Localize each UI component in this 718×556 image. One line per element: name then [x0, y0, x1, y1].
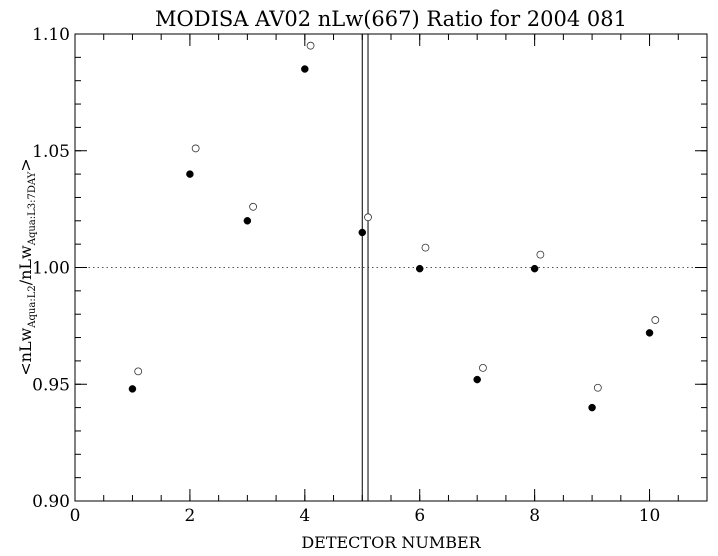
filled-point-8 [530, 264, 539, 273]
x-tick-label: 8 [529, 506, 540, 526]
x-axis-label: DETECTOR NUMBER [301, 533, 481, 552]
y-axis-label-prefix: <nLw [16, 327, 35, 375]
y-tick-label: 1.10 [32, 25, 70, 45]
filled-point-3 [243, 217, 252, 225]
filled-point-7 [473, 375, 481, 384]
open-point-2 [191, 144, 200, 153]
filled-point-2 [186, 170, 194, 178]
x-tick-label: 6 [414, 506, 425, 526]
open-point-10 [651, 316, 660, 324]
x-tick-label: 4 [299, 506, 310, 526]
open-point-8 [536, 250, 545, 259]
y-axis-label: <nLwAqua:L2/nLwAqua:L3:7DAY> [16, 158, 38, 375]
y-axis-label-sub1: Aqua:L2 [27, 285, 38, 328]
chart-title: MODISA AV02 nLw(667) Ratio for 2004 081 [155, 7, 627, 31]
open-point-7 [479, 364, 487, 372]
open-point-3 [249, 202, 258, 211]
y-axis-label-mid: /nLw [16, 245, 35, 285]
open-point-9 [593, 383, 602, 392]
axis-ticks: 0 2 4 6 8 10 0.90 0.95 1.00 1.05 1.10 [32, 25, 708, 526]
filled-point-9 [588, 403, 596, 412]
y-tick-label: 0.90 [32, 492, 70, 512]
open-point-6 [421, 243, 430, 252]
x-tick-label: 10 [639, 506, 661, 526]
y-axis-label-suffix: > [16, 158, 35, 171]
y-tick-label: 0.95 [32, 375, 70, 395]
filled-point-6 [415, 264, 424, 273]
data-points [128, 41, 660, 412]
filled-point-4 [301, 65, 309, 73]
filled-point-5 [358, 228, 367, 237]
reference-lines [75, 34, 707, 501]
open-point-5 [364, 213, 372, 222]
y-tick-label: 1.05 [32, 142, 70, 162]
open-point-4 [306, 41, 315, 50]
x-tick-label: 0 [70, 506, 81, 526]
filled-point-1 [128, 385, 137, 393]
x-tick-label: 2 [184, 506, 195, 526]
open-point-1 [134, 367, 143, 376]
y-axis-label-sub2: Aqua:L3:7DAY [27, 171, 38, 246]
filled-point-10 [645, 329, 654, 337]
y-tick-label: 1.00 [32, 259, 70, 279]
